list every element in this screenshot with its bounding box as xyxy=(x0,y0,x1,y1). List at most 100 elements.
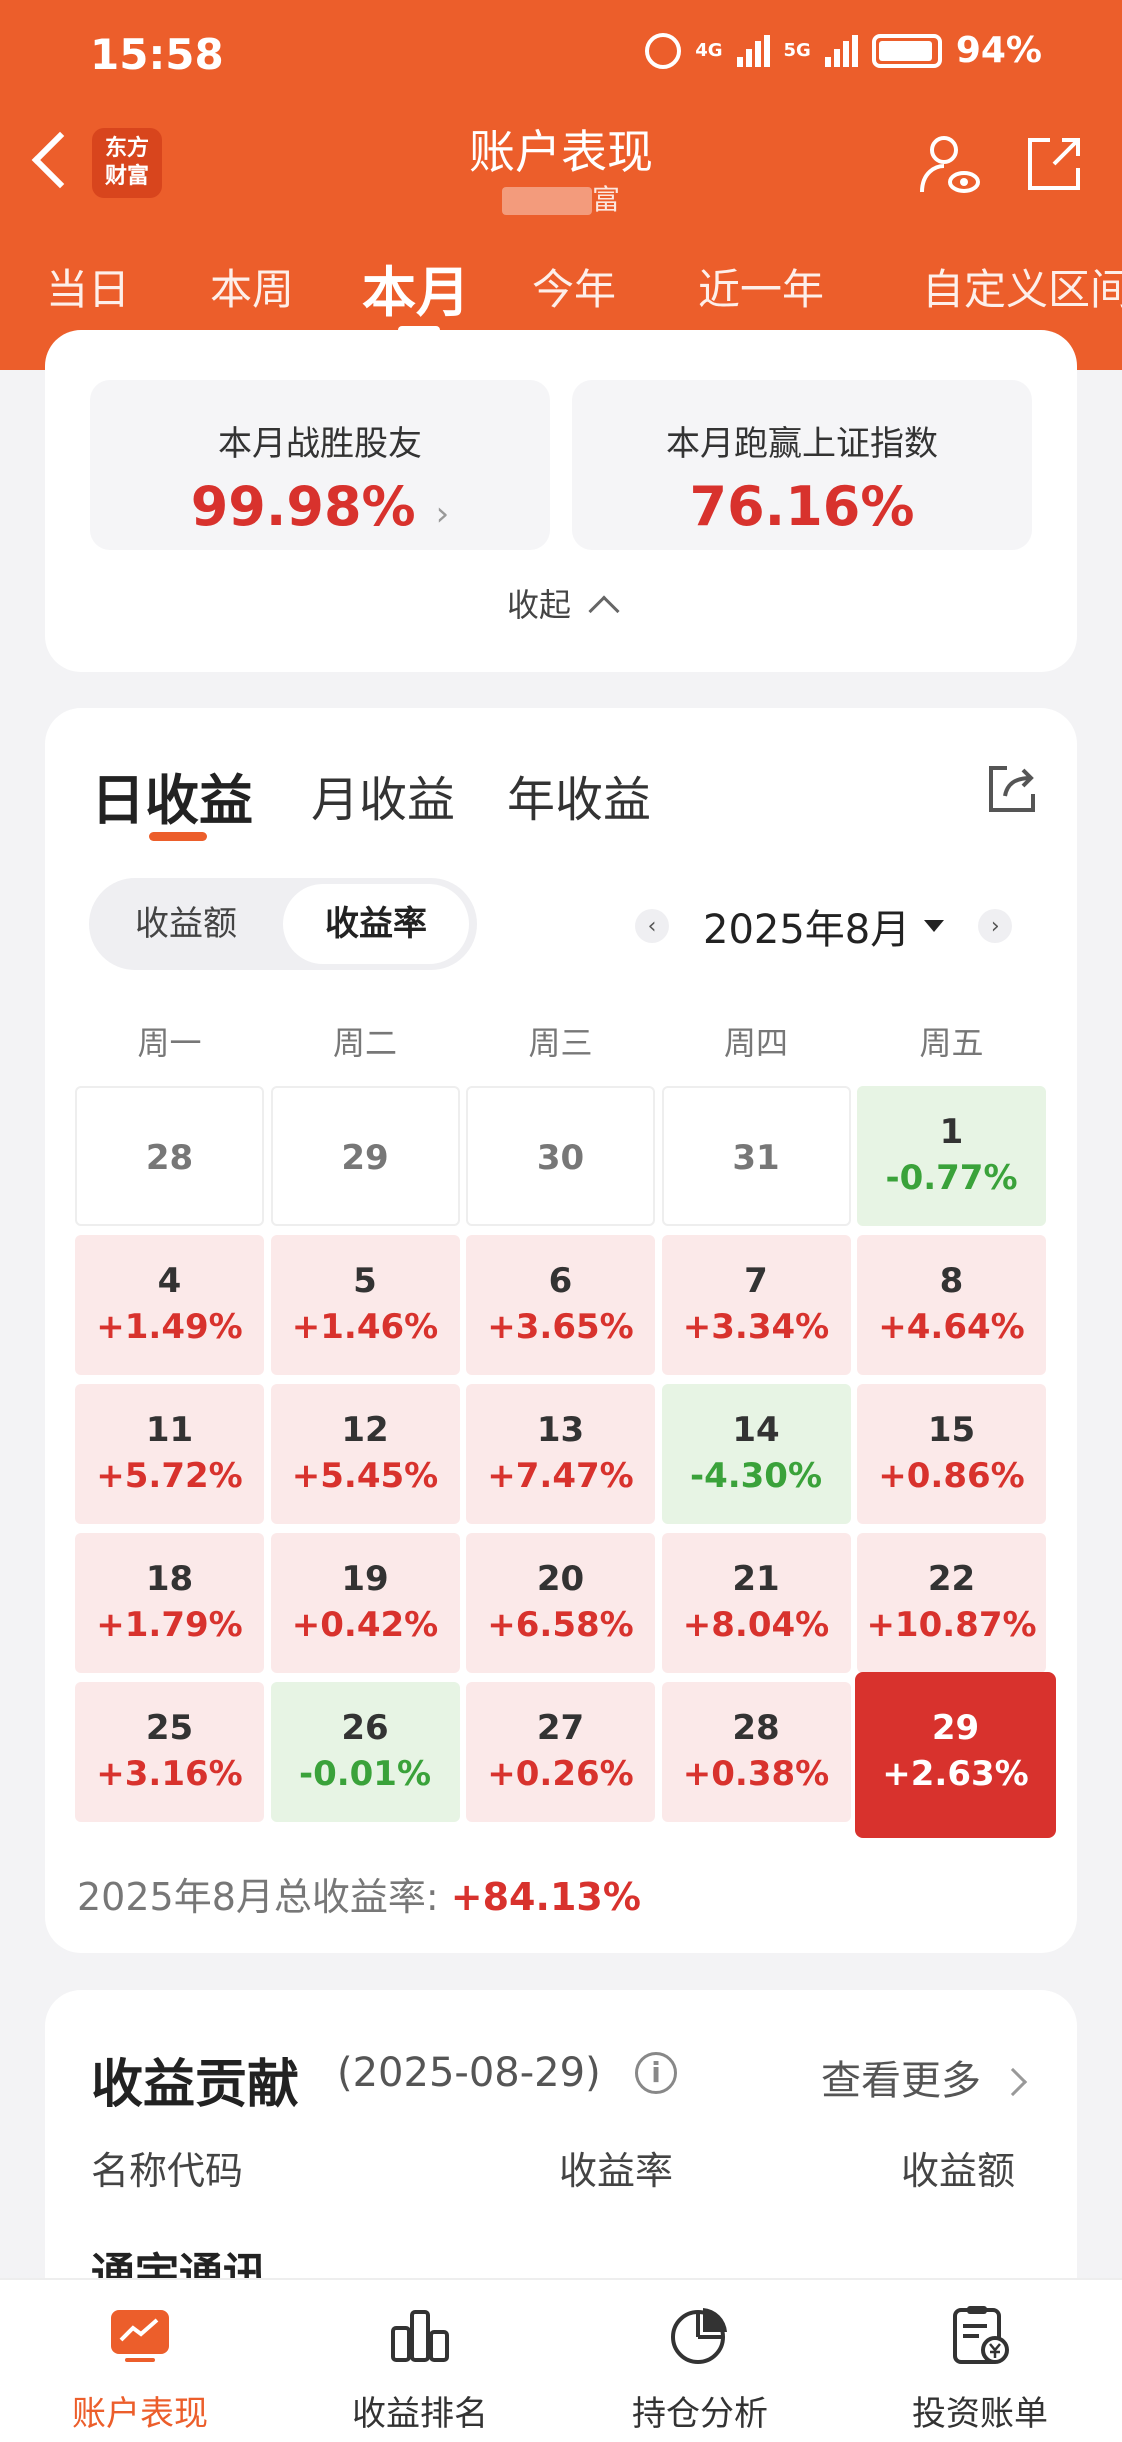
day-return-rate: +1.49% xyxy=(96,1307,243,1347)
logo-text-1: 东方 xyxy=(104,136,149,161)
day-return-rate: -4.30% xyxy=(689,1456,823,1496)
seg-amount[interactable]: 收益额 xyxy=(135,904,237,944)
day-return-rate: -0.77% xyxy=(885,1158,1018,1198)
day-number: 20 xyxy=(536,1559,585,1599)
day-number: 4 xyxy=(157,1261,182,1301)
caret-down-icon[interactable] xyxy=(924,920,945,932)
prev-month-button[interactable]: ‹ xyxy=(635,909,669,943)
tab-daily-profit[interactable]: 日收益 xyxy=(91,769,253,832)
tab-last-year[interactable]: 近一年 xyxy=(698,265,825,314)
calendar-day-cell[interactable]: 11 +5.72% xyxy=(75,1384,264,1524)
day-number: 28 xyxy=(145,1138,194,1178)
month-label[interactable]: 2025年8月 xyxy=(703,907,911,953)
contribution-title: 收益贡献 xyxy=(91,2055,300,2115)
tab-yearly-profit[interactable]: 年收益 xyxy=(507,772,652,828)
day-return-rate: +0.26% xyxy=(487,1754,634,1794)
nav-label: 投资账单 xyxy=(912,2394,1048,2434)
logo-text-2: 财富 xyxy=(104,164,149,189)
beat-friends-box[interactable]: 本月战胜股友 99.98% › xyxy=(90,380,550,550)
calendar-day-cell[interactable]: 22 +10.87% xyxy=(857,1533,1046,1673)
tab-week[interactable]: 本周 xyxy=(210,265,295,314)
day-number: 5 xyxy=(353,1261,377,1301)
day-number: 18 xyxy=(145,1559,194,1599)
weekday-label: 周一 xyxy=(137,1024,202,1062)
tab-monthly-profit[interactable]: 月收益 xyxy=(311,772,456,828)
status-bar-icons: 4G 5G 94% xyxy=(645,30,1042,71)
day-return-rate: +3.34% xyxy=(682,1307,830,1347)
bar-chart-icon xyxy=(391,2310,449,2362)
alarm-icon xyxy=(645,32,682,69)
chevron-right-icon: › xyxy=(435,494,450,534)
calendar-day-cell[interactable]: 19 +0.42% xyxy=(270,1533,460,1673)
day-number: 25 xyxy=(145,1708,194,1748)
calendar-day-cell[interactable]: 14 -4.30% xyxy=(661,1384,851,1524)
calendar-day-cell[interactable]: 29 +2.63% xyxy=(855,1672,1056,1838)
day-number: 29 xyxy=(341,1138,389,1178)
nav-holdings-analysis[interactable]: 持仓分析 xyxy=(560,2280,840,2435)
calendar-day-cell[interactable]: 1 -0.77% xyxy=(857,1086,1046,1226)
battery-level: 94% xyxy=(955,30,1042,71)
day-number: 11 xyxy=(145,1410,194,1450)
tab-year[interactable]: 今年 xyxy=(532,265,617,314)
weekday-label: 周三 xyxy=(528,1024,593,1062)
calendar-day-cell[interactable]: 27 +0.26% xyxy=(466,1682,655,1822)
network-5g-label: 5G xyxy=(783,39,811,61)
calendar-day-cell[interactable]: 26 -0.01% xyxy=(270,1682,460,1822)
share-icon[interactable] xyxy=(1024,134,1084,194)
signal-icon-2 xyxy=(824,34,858,67)
collapse-toggle[interactable]: 收起 xyxy=(45,580,1077,627)
calendar-day-cell[interactable]: 20 +6.58% xyxy=(466,1533,655,1673)
calendar-day-cell[interactable]: 15 +0.86% xyxy=(857,1384,1046,1524)
calendar-day-cell[interactable]: 4 +1.49% xyxy=(75,1235,264,1375)
seg-rate[interactable]: 收益率 xyxy=(283,884,469,964)
tab-custom-range[interactable]: 自定义区间 xyxy=(922,265,1122,314)
view-more-label: 查看更多 xyxy=(821,2058,981,2104)
day-number: 30 xyxy=(536,1138,585,1178)
nav-label: 持仓分析 xyxy=(632,2394,768,2434)
day-return-rate: -0.01% xyxy=(298,1754,432,1794)
calendar-day-cell[interactable]: 8 +4.64% xyxy=(857,1235,1046,1375)
day-return-rate: +4.64% xyxy=(878,1307,1025,1347)
calendar-day-cell: 29 xyxy=(270,1086,460,1226)
nav-label: 收益排名 xyxy=(352,2394,488,2434)
battery-icon xyxy=(871,33,942,68)
nav-profit-ranking[interactable]: 收益排名 xyxy=(280,2280,560,2435)
summary-card: 本月战胜股友 99.98% › 本月跑赢上证指数 76.16% 收起 xyxy=(45,330,1077,672)
day-return-rate: +1.46% xyxy=(291,1307,439,1347)
day-return-rate: +1.79% xyxy=(96,1605,243,1645)
calendar-day-cell[interactable]: 7 +3.34% xyxy=(661,1235,851,1375)
beat-friends-label: 本月战胜股友 xyxy=(218,424,422,464)
day-return-rate: +5.72% xyxy=(96,1456,243,1496)
beat-friends-value-row: 99.98% › xyxy=(90,475,550,538)
blurred-name xyxy=(501,187,592,215)
month-total-value: +84.13% xyxy=(450,1875,641,1919)
day-number: 12 xyxy=(341,1410,389,1450)
nav-investment-bill[interactable]: 投资账单 xyxy=(840,2280,1120,2435)
calendar-day-cell[interactable]: 28 +0.38% xyxy=(661,1682,851,1822)
calendar-day-cell[interactable]: 6 +3.65% xyxy=(466,1235,655,1375)
nav-account-performance[interactable]: 账户表现 xyxy=(0,2280,280,2435)
info-icon[interactable]: i xyxy=(635,2052,677,2094)
signal-icon xyxy=(736,34,770,67)
calendar-day-cell: 30 xyxy=(466,1086,655,1226)
user-eye-icon[interactable] xyxy=(918,132,982,196)
view-more-link[interactable]: 查看更多 xyxy=(821,2048,1028,2106)
export-icon[interactable] xyxy=(985,762,1039,816)
calendar-day-cell[interactable]: 5 +1.46% xyxy=(270,1235,460,1375)
pie-chart-icon xyxy=(671,2308,727,2364)
status-time: 15:58 xyxy=(90,30,224,79)
calendar-day-cell[interactable]: 12 +5.45% xyxy=(270,1384,460,1524)
day-number: 8 xyxy=(939,1261,964,1301)
calendar-day-cell[interactable]: 25 +3.16% xyxy=(75,1682,264,1822)
month-total-label: 2025年8月总收益率: xyxy=(77,1875,451,1919)
day-number: 29 xyxy=(931,1708,980,1748)
calendar-day-cell[interactable]: 13 +7.47% xyxy=(466,1384,655,1524)
chevron-right-icon xyxy=(998,2067,1028,2097)
tab-today[interactable]: 当日 xyxy=(46,265,131,314)
calendar-day-cell[interactable]: 18 +1.79% xyxy=(75,1533,264,1673)
col-amount: 收益额 xyxy=(901,2149,1016,2193)
tab-month[interactable]: 本月 xyxy=(362,261,470,324)
eastmoney-logo: 东方 财富 xyxy=(92,128,162,198)
next-month-button[interactable]: › xyxy=(978,909,1013,943)
calendar-day-cell[interactable]: 21 +8.04% xyxy=(661,1533,851,1673)
